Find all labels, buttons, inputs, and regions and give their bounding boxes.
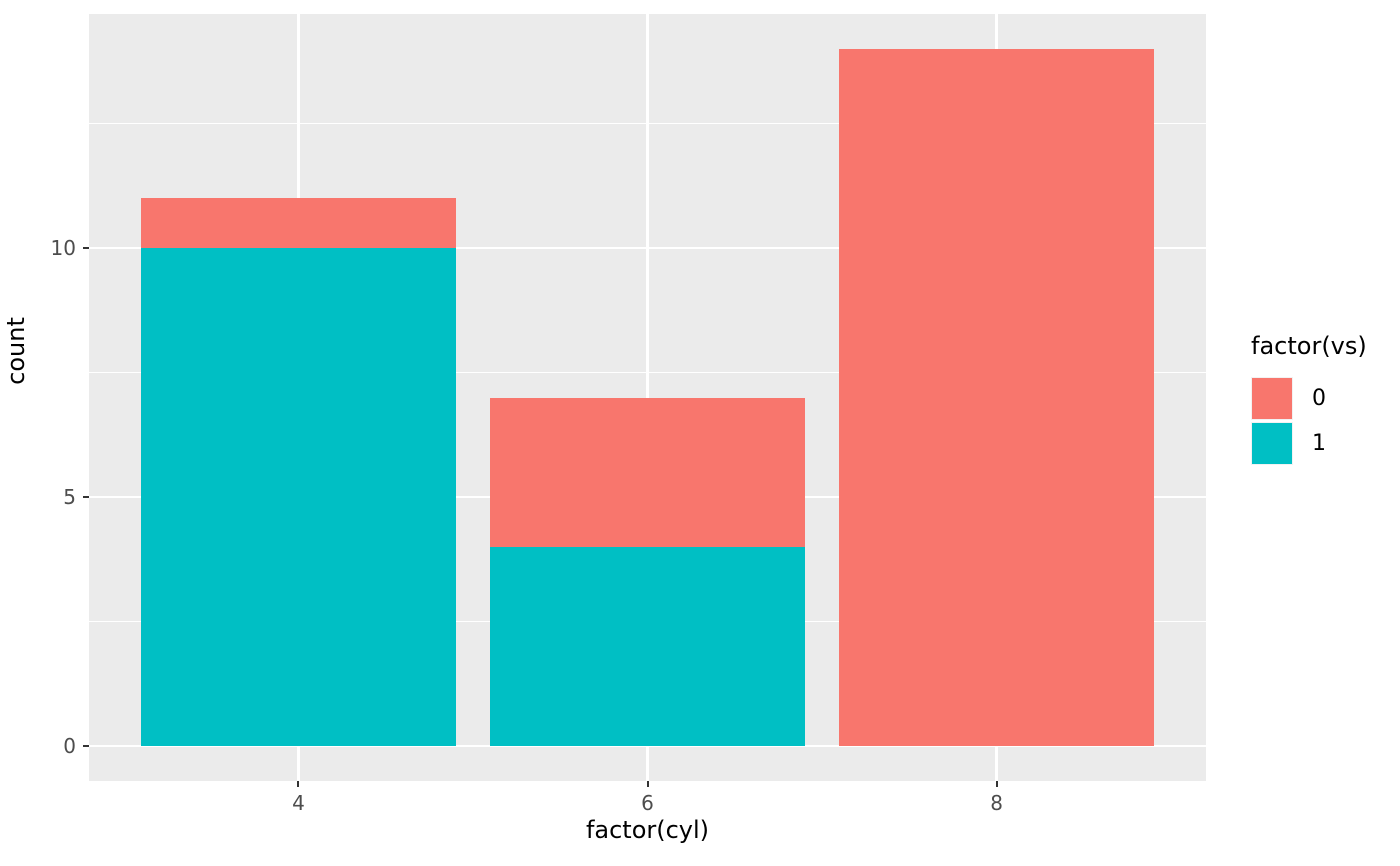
- bar-segment-vs1: [490, 546, 805, 747]
- x-tick-mark: [297, 781, 300, 787]
- legend-key-swatch-0: [1251, 377, 1293, 420]
- bar-segment-vs0: [141, 198, 456, 249]
- legend-title: factor(vs): [1251, 332, 1367, 360]
- legend-entry-label: 1: [1312, 431, 1326, 456]
- x-tick-label: 4: [292, 791, 305, 815]
- bar-segment-vs0: [490, 397, 805, 547]
- x-axis-title: factor(cyl): [585, 816, 710, 844]
- legend-entry-1: 1: [1251, 422, 1367, 465]
- plot-panel: [89, 14, 1206, 781]
- legend-entry-label: 0: [1312, 386, 1326, 411]
- bar-segment-vs1: [141, 248, 456, 747]
- legend-entry-0: 0: [1251, 377, 1367, 420]
- x-tick-label: 6: [641, 791, 654, 815]
- x-tick-mark: [995, 781, 998, 787]
- y-tick-label: 10: [50, 236, 76, 261]
- y-tick-mark: [83, 496, 89, 499]
- legend-key-swatch-1: [1251, 422, 1293, 465]
- bar-segment-vs0: [839, 48, 1154, 747]
- y-axis-title: count: [2, 317, 30, 385]
- x-tick-mark: [646, 781, 649, 787]
- y-tick-mark: [83, 247, 89, 250]
- y-tick-mark: [83, 745, 89, 748]
- y-tick-label: 5: [63, 485, 76, 510]
- y-tick-label: 0: [63, 734, 76, 759]
- x-tick-label: 8: [990, 791, 1003, 815]
